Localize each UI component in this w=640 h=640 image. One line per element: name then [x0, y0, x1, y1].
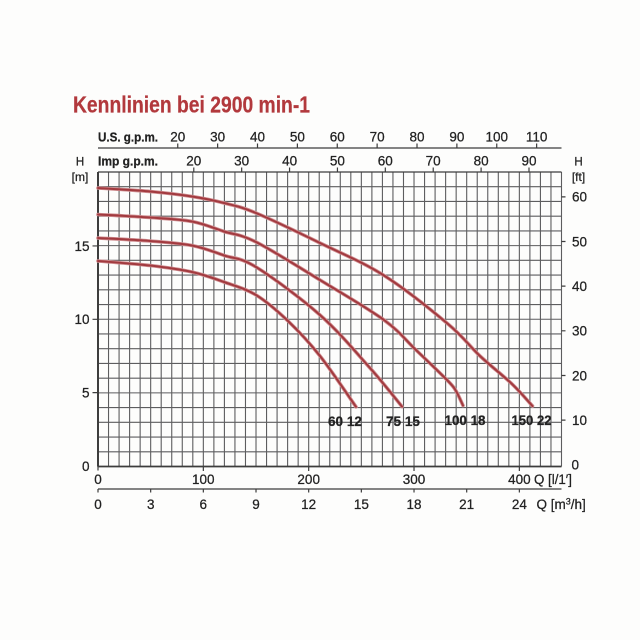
- svg-text:20: 20: [186, 154, 201, 169]
- svg-text:60 12: 60 12: [328, 413, 362, 429]
- svg-text:110: 110: [526, 130, 548, 145]
- svg-text:[ft]: [ft]: [572, 170, 585, 184]
- svg-text:70: 70: [426, 154, 441, 169]
- svg-text:6: 6: [200, 497, 208, 512]
- svg-text:100: 100: [486, 130, 509, 145]
- svg-text:Q [m3/h]: Q [m3/h]: [537, 497, 586, 513]
- svg-text:H: H: [76, 157, 84, 169]
- svg-text:15: 15: [354, 497, 369, 512]
- svg-text:60: 60: [572, 190, 587, 205]
- svg-text:18: 18: [406, 497, 421, 512]
- svg-text:24: 24: [512, 497, 528, 512]
- svg-text:12: 12: [301, 497, 316, 512]
- svg-text:30: 30: [572, 324, 587, 339]
- svg-text:50: 50: [330, 154, 345, 169]
- svg-text:0: 0: [94, 497, 102, 512]
- svg-text:40: 40: [250, 130, 265, 145]
- svg-text:Imp g.p.m.: Imp g.p.m.: [98, 154, 158, 169]
- svg-text:80: 80: [474, 154, 489, 169]
- svg-text:30: 30: [210, 130, 225, 145]
- svg-text:150 22: 150 22: [512, 412, 552, 428]
- svg-text:400: 400: [508, 472, 531, 487]
- svg-text:10: 10: [572, 413, 587, 428]
- svg-text:75 15: 75 15: [386, 413, 420, 429]
- svg-text:20: 20: [170, 130, 185, 145]
- svg-text:80: 80: [409, 130, 424, 145]
- svg-text:H: H: [574, 157, 582, 169]
- svg-text:200: 200: [297, 472, 320, 487]
- svg-text:10: 10: [74, 312, 89, 327]
- svg-text:15: 15: [74, 239, 89, 254]
- svg-text:21: 21: [459, 497, 474, 512]
- svg-text:Kennlinien bei 2900 min-1: Kennlinien bei 2900 min-1: [73, 92, 310, 118]
- svg-text:60: 60: [330, 130, 345, 145]
- svg-text:60: 60: [378, 154, 393, 169]
- svg-text:90: 90: [521, 154, 536, 169]
- svg-text:0: 0: [82, 459, 90, 474]
- svg-text:300: 300: [403, 472, 426, 487]
- svg-text:3: 3: [147, 497, 155, 512]
- svg-text:100 18: 100 18: [445, 412, 486, 428]
- svg-text:5: 5: [82, 385, 90, 400]
- svg-text:9: 9: [252, 497, 260, 512]
- svg-text:[m]: [m]: [72, 170, 89, 184]
- svg-text:90: 90: [449, 130, 464, 145]
- svg-text:50: 50: [572, 234, 587, 249]
- svg-text:50: 50: [290, 130, 305, 145]
- svg-text:40: 40: [282, 154, 297, 169]
- svg-text:20: 20: [572, 368, 587, 383]
- svg-text:40: 40: [572, 279, 587, 294]
- svg-text:U.S. g.p.m.: U.S. g.p.m.: [98, 130, 158, 145]
- svg-text:30: 30: [234, 154, 249, 169]
- svg-text:0: 0: [572, 458, 580, 473]
- svg-text:Q [l/1′]: Q [l/1′]: [534, 472, 572, 487]
- svg-text:100: 100: [192, 472, 215, 487]
- svg-text:0: 0: [94, 472, 102, 487]
- svg-text:70: 70: [370, 130, 385, 145]
